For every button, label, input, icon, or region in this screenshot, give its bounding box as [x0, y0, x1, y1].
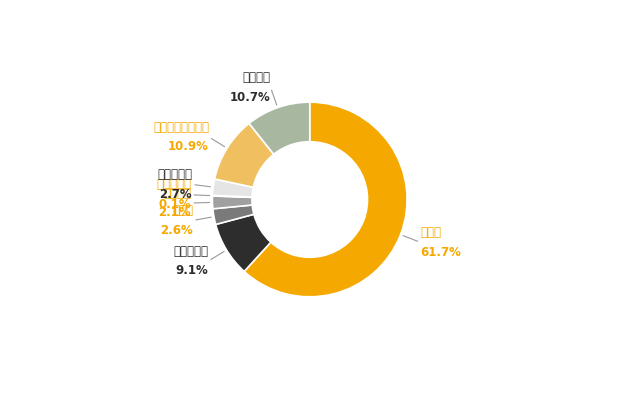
- Text: 活動交通費: 活動交通費: [156, 179, 191, 192]
- Text: 2.1%: 2.1%: [159, 206, 191, 219]
- Wedge shape: [244, 102, 407, 297]
- Wedge shape: [212, 179, 253, 197]
- Wedge shape: [213, 205, 254, 224]
- Text: 研修費用: 研修費用: [163, 187, 191, 200]
- Text: 営業利益: 営業利益: [243, 71, 271, 84]
- Text: 2.7%: 2.7%: [159, 188, 192, 201]
- Text: 採用費: 採用費: [172, 204, 193, 217]
- Text: 10.9%: 10.9%: [168, 140, 209, 153]
- Text: その他販売管理費: その他販売管理費: [153, 120, 209, 134]
- Text: 9.1%: 9.1%: [175, 264, 209, 277]
- Wedge shape: [212, 196, 252, 198]
- Wedge shape: [212, 196, 252, 209]
- Wedge shape: [214, 123, 274, 187]
- Text: 61.7%: 61.7%: [420, 246, 461, 259]
- Text: 0.1%: 0.1%: [159, 198, 191, 211]
- Text: 10.7%: 10.7%: [230, 91, 271, 104]
- Wedge shape: [216, 214, 271, 271]
- Wedge shape: [249, 102, 310, 154]
- Text: その他原価: その他原価: [157, 168, 192, 181]
- Text: 社会保険料: 社会保険料: [173, 245, 209, 258]
- Text: 人件費: 人件費: [420, 226, 442, 239]
- Text: 2.6%: 2.6%: [160, 224, 193, 237]
